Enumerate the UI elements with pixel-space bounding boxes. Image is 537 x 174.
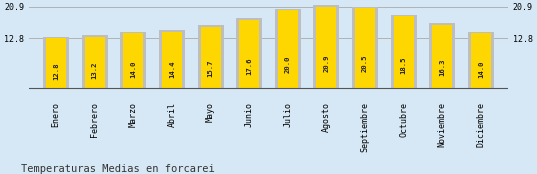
Bar	[471, 33, 491, 88]
Bar	[236, 18, 262, 88]
Bar	[390, 15, 417, 88]
Text: 12.8: 12.8	[53, 62, 59, 80]
Text: 17.6: 17.6	[246, 57, 252, 75]
Bar	[394, 16, 413, 88]
Text: 16.3: 16.3	[439, 59, 445, 76]
Bar	[43, 37, 69, 88]
Text: 14.0: 14.0	[478, 61, 484, 78]
Bar	[275, 9, 301, 88]
Text: 20.0: 20.0	[285, 55, 291, 73]
Bar	[278, 10, 298, 88]
Text: 14.4: 14.4	[169, 61, 175, 78]
Bar	[352, 7, 378, 88]
Bar	[355, 8, 375, 88]
Bar	[429, 23, 455, 88]
Text: 20.9: 20.9	[323, 54, 329, 72]
Bar	[432, 25, 452, 88]
Bar	[316, 7, 337, 88]
Bar	[239, 19, 259, 88]
Bar	[314, 5, 339, 88]
Bar	[85, 37, 105, 88]
Bar	[162, 32, 182, 88]
Bar	[124, 33, 143, 88]
Bar	[120, 32, 147, 88]
Text: 15.7: 15.7	[208, 59, 214, 77]
Text: Temperaturas Medias en forcarei: Temperaturas Medias en forcarei	[21, 164, 215, 174]
Bar	[200, 27, 221, 88]
Bar	[468, 32, 494, 88]
Text: 14.0: 14.0	[130, 61, 136, 78]
Text: 13.2: 13.2	[92, 62, 98, 79]
Bar	[159, 30, 185, 88]
Bar	[198, 25, 223, 88]
Text: 18.5: 18.5	[401, 57, 407, 74]
Text: 20.5: 20.5	[362, 55, 368, 72]
Bar	[82, 35, 108, 88]
Bar	[46, 38, 66, 88]
